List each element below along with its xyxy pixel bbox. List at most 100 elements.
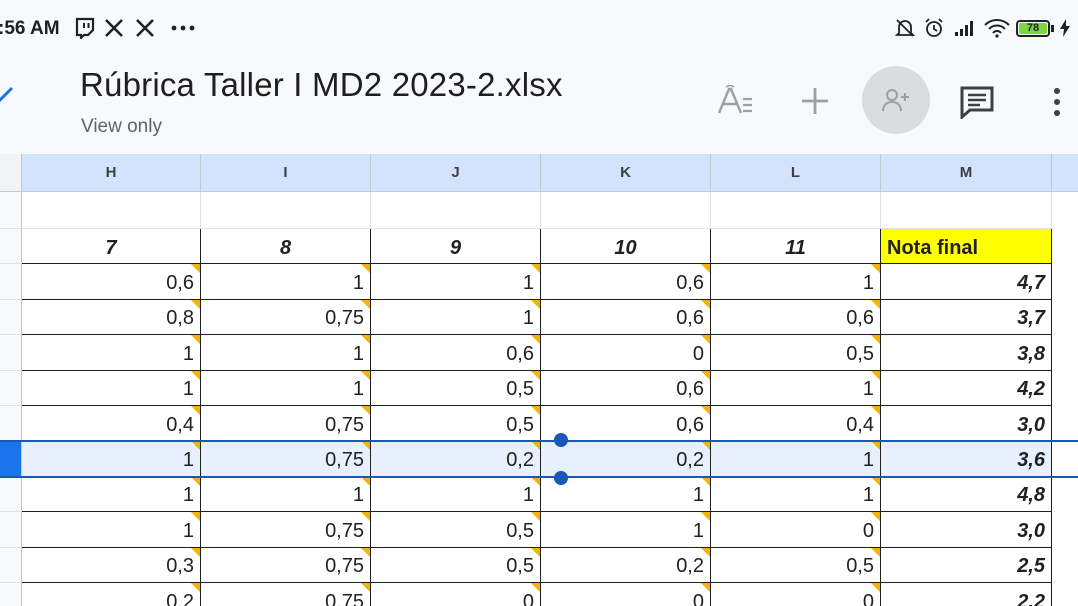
score-cell[interactable]: 0,2	[22, 583, 201, 606]
column-header-i[interactable]: I	[201, 154, 371, 192]
comment-marker[interactable]	[531, 441, 540, 451]
score-cell[interactable]: 0,4	[711, 406, 881, 442]
score-cell[interactable]: 0	[711, 583, 881, 606]
comment-marker[interactable]	[701, 441, 710, 451]
score-cell[interactable]: 0,2	[541, 441, 711, 477]
score-cell[interactable]: 0	[371, 583, 541, 606]
row-number[interactable]	[0, 299, 22, 336]
score-cell[interactable]: 0	[541, 583, 711, 606]
selection-handle-top[interactable]	[554, 433, 568, 448]
score-cell[interactable]: 0,6	[541, 264, 711, 300]
score-cell[interactable]: 0,6	[711, 299, 881, 336]
row-number[interactable]	[0, 441, 22, 477]
cell[interactable]	[22, 192, 201, 229]
nota-final-cell[interactable]: 2,5	[881, 547, 1052, 583]
nota-final-cell[interactable]: 4,8	[881, 476, 1052, 513]
score-cell[interactable]: 1	[201, 264, 371, 300]
criterion-header-cell[interactable]: 8	[201, 229, 371, 265]
column-header-h[interactable]: H	[22, 154, 201, 192]
comment-marker[interactable]	[361, 370, 370, 380]
comment-marker[interactable]	[361, 512, 370, 522]
criterion-header-cell[interactable]: 11	[711, 229, 881, 265]
selection-handle-bottom[interactable]	[554, 470, 568, 485]
comment-marker[interactable]	[531, 264, 540, 274]
score-cell[interactable]: 1	[22, 335, 201, 371]
score-cell[interactable]: 1	[22, 476, 201, 513]
score-cell[interactable]: 0,2	[541, 547, 711, 583]
criterion-header-cell[interactable]: 9	[371, 229, 541, 265]
score-cell[interactable]: 0,75	[201, 512, 371, 548]
score-cell[interactable]: 1	[541, 512, 711, 548]
comment-marker[interactable]	[701, 512, 710, 522]
criterion-header-cell[interactable]: 7	[22, 229, 201, 265]
comment-marker[interactable]	[361, 441, 370, 451]
score-cell[interactable]: 0,6	[541, 299, 711, 336]
score-cell[interactable]: 1	[711, 370, 881, 406]
comment-marker[interactable]	[871, 476, 880, 486]
score-cell[interactable]: 0,6	[541, 370, 711, 406]
row-number[interactable]	[0, 229, 22, 265]
score-cell[interactable]: 0,3	[22, 547, 201, 583]
share-button[interactable]	[862, 66, 930, 134]
row-number[interactable]	[0, 335, 22, 371]
score-cell[interactable]: 0,75	[201, 547, 371, 583]
comments-icon[interactable]	[955, 80, 999, 124]
comment-marker[interactable]	[871, 583, 880, 592]
score-cell[interactable]: 0,8	[22, 299, 201, 336]
comment-marker[interactable]	[531, 370, 540, 380]
comment-marker[interactable]	[531, 512, 540, 522]
comment-marker[interactable]	[701, 335, 710, 345]
comment-marker[interactable]	[191, 441, 200, 451]
comment-marker[interactable]	[361, 264, 370, 274]
score-cell[interactable]: 1	[711, 264, 881, 300]
score-cell[interactable]: 0	[711, 512, 881, 548]
row-number[interactable]	[0, 476, 22, 513]
row-number[interactable]	[0, 547, 22, 583]
score-cell[interactable]: 0,5	[371, 406, 541, 442]
column-header-l[interactable]: L	[711, 154, 881, 192]
score-cell[interactable]: 1	[201, 370, 371, 406]
comment-marker[interactable]	[871, 264, 880, 274]
column-header-k[interactable]: K	[541, 154, 711, 192]
nota-final-header-cell[interactable]: Nota final	[881, 229, 1052, 265]
comment-marker[interactable]	[871, 299, 880, 309]
comment-marker[interactable]	[871, 512, 880, 522]
comment-marker[interactable]	[531, 476, 540, 486]
comment-marker[interactable]	[361, 583, 370, 592]
cell[interactable]	[881, 192, 1052, 229]
column-header-j[interactable]: J	[371, 154, 541, 192]
row-number[interactable]	[0, 264, 22, 300]
nota-final-cell[interactable]: 2,2	[881, 583, 1052, 606]
comment-marker[interactable]	[871, 406, 880, 415]
comment-marker[interactable]	[871, 370, 880, 380]
row-number[interactable]	[0, 192, 22, 229]
comment-marker[interactable]	[191, 512, 200, 522]
text-format-icon[interactable]	[714, 80, 756, 122]
score-cell[interactable]: 1	[22, 370, 201, 406]
score-cell[interactable]: 0,6	[22, 264, 201, 300]
cell[interactable]	[371, 192, 541, 229]
score-cell[interactable]: 0	[541, 335, 711, 371]
comment-marker[interactable]	[701, 264, 710, 274]
comment-marker[interactable]	[191, 406, 200, 415]
comment-marker[interactable]	[701, 299, 710, 309]
comment-marker[interactable]	[531, 406, 540, 415]
score-cell[interactable]: 1	[22, 512, 201, 548]
score-cell[interactable]: 0,5	[371, 370, 541, 406]
nota-final-cell[interactable]: 3,6	[881, 441, 1052, 477]
score-cell[interactable]: 1	[711, 441, 881, 477]
score-cell[interactable]: 0,75	[201, 583, 371, 606]
comment-marker[interactable]	[871, 547, 880, 557]
comment-marker[interactable]	[701, 370, 710, 380]
comment-marker[interactable]	[191, 264, 200, 274]
cell[interactable]	[541, 192, 711, 229]
score-cell[interactable]: 0,5	[711, 335, 881, 371]
row-number[interactable]	[0, 406, 22, 442]
score-cell[interactable]: 1	[711, 476, 881, 513]
row-number[interactable]	[0, 512, 22, 548]
score-cell[interactable]: 1	[22, 441, 201, 477]
score-cell[interactable]: 0,5	[711, 547, 881, 583]
score-cell[interactable]: 0,6	[541, 406, 711, 442]
nota-final-cell[interactable]: 3,0	[881, 406, 1052, 442]
